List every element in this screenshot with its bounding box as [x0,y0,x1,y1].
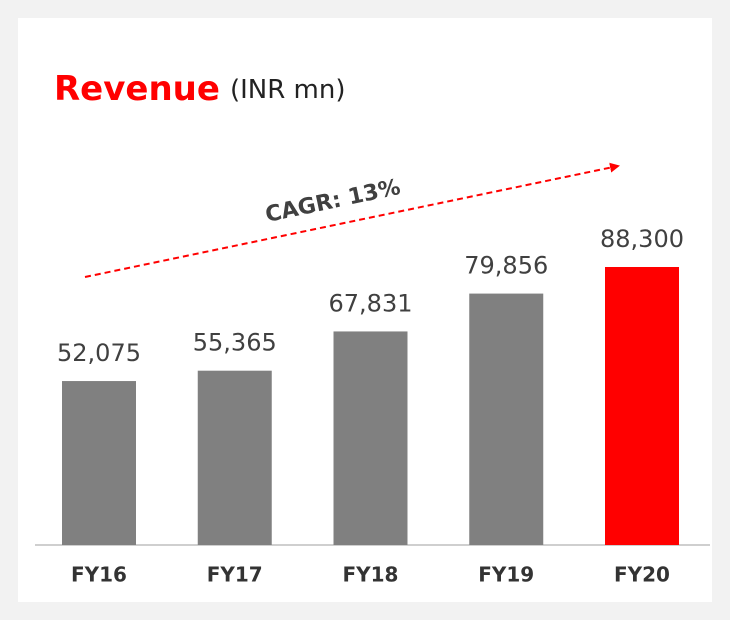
bar [197,370,272,545]
value-label: 88,300 [600,225,684,253]
x-tick-label: FY18 [343,563,399,587]
x-tick-label: FY19 [478,563,534,587]
chart-title: Revenue [54,69,220,109]
value-label: 52,075 [57,339,141,367]
x-tick-label: FY17 [207,563,263,587]
chart-title-group: Revenue (INR mn) [54,69,345,109]
value-label: 55,365 [193,329,277,357]
value-label: 79,856 [464,252,548,280]
bar [605,267,679,545]
value-label: 67,831 [329,289,413,317]
bar [469,293,544,545]
bar [62,381,136,545]
bar [333,331,408,545]
x-tick-label: FY16 [71,563,127,587]
x-tick-label: FY20 [614,563,670,587]
chart-subtitle: (INR mn) [230,75,346,105]
trend-arrow [84,162,620,278]
